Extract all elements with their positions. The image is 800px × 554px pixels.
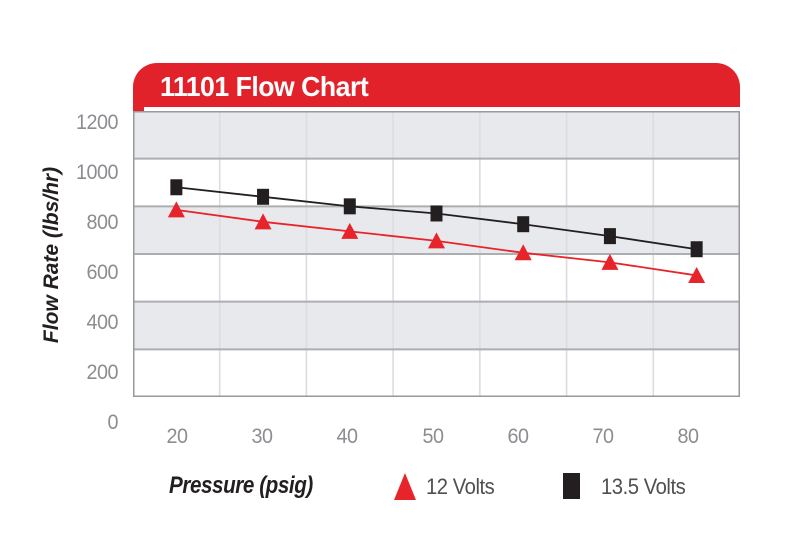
y-tick-label: 1200 xyxy=(75,111,119,134)
horizontal-gridlines xyxy=(133,111,740,397)
plot-band xyxy=(133,254,740,302)
x-tick-label: 80 xyxy=(677,425,699,448)
data-point-13-5-volts xyxy=(517,216,530,233)
x-tick-label: 50 xyxy=(422,425,444,448)
data-point-13-5-volts xyxy=(343,198,356,215)
x-tick-label: 40 xyxy=(336,425,358,448)
x-tick-label: 60 xyxy=(507,425,529,448)
data-point-13-5-volts xyxy=(690,241,703,258)
data-point-13-5-volts xyxy=(430,205,443,222)
plot-border xyxy=(133,111,740,397)
y-tick-label: 0 xyxy=(107,411,118,434)
plot-band xyxy=(133,349,740,397)
x-axis-title: Pressure (psig) xyxy=(169,472,313,499)
x-tick-label: 70 xyxy=(592,425,614,448)
x-tick-label: 20 xyxy=(166,425,188,448)
plot-band xyxy=(133,111,740,159)
triangle-marker-icon xyxy=(394,473,416,500)
legend-label-13-5-volts: 13.5 Volts xyxy=(601,474,686,499)
plot-band xyxy=(133,158,740,207)
data-point-13-5-volts xyxy=(170,179,183,196)
plot-svg xyxy=(133,111,740,397)
data-point-13-5-volts xyxy=(257,188,270,205)
y-axis-title: Flow Rate (lbs/hr) xyxy=(40,166,63,344)
chart-title: 11101 Flow Chart xyxy=(160,71,369,102)
data-point-12-volts xyxy=(688,266,706,283)
y-tick-label: 1000 xyxy=(75,161,119,184)
data-point-12-volts xyxy=(341,222,359,239)
legend-label-12-volts: 12 Volts xyxy=(426,474,495,499)
data-point-12-volts xyxy=(601,253,619,270)
plot-band xyxy=(133,301,740,350)
data-point-12-volts xyxy=(254,213,272,230)
x-tick-label: 30 xyxy=(251,425,273,448)
data-point-12-volts xyxy=(167,201,185,218)
y-tick-label: 600 xyxy=(86,261,118,284)
y-tick-label: 400 xyxy=(86,311,118,334)
y-tick-label: 800 xyxy=(86,211,118,234)
chart-title-banner: 11101 Flow Chart xyxy=(133,63,740,107)
data-point-13-5-volts xyxy=(603,228,616,245)
plot-area xyxy=(133,111,740,397)
y-tick-label: 200 xyxy=(86,361,118,384)
data-point-12-volts xyxy=(428,232,445,249)
data-point-12-volts xyxy=(514,244,532,261)
square-marker-icon xyxy=(563,473,580,499)
